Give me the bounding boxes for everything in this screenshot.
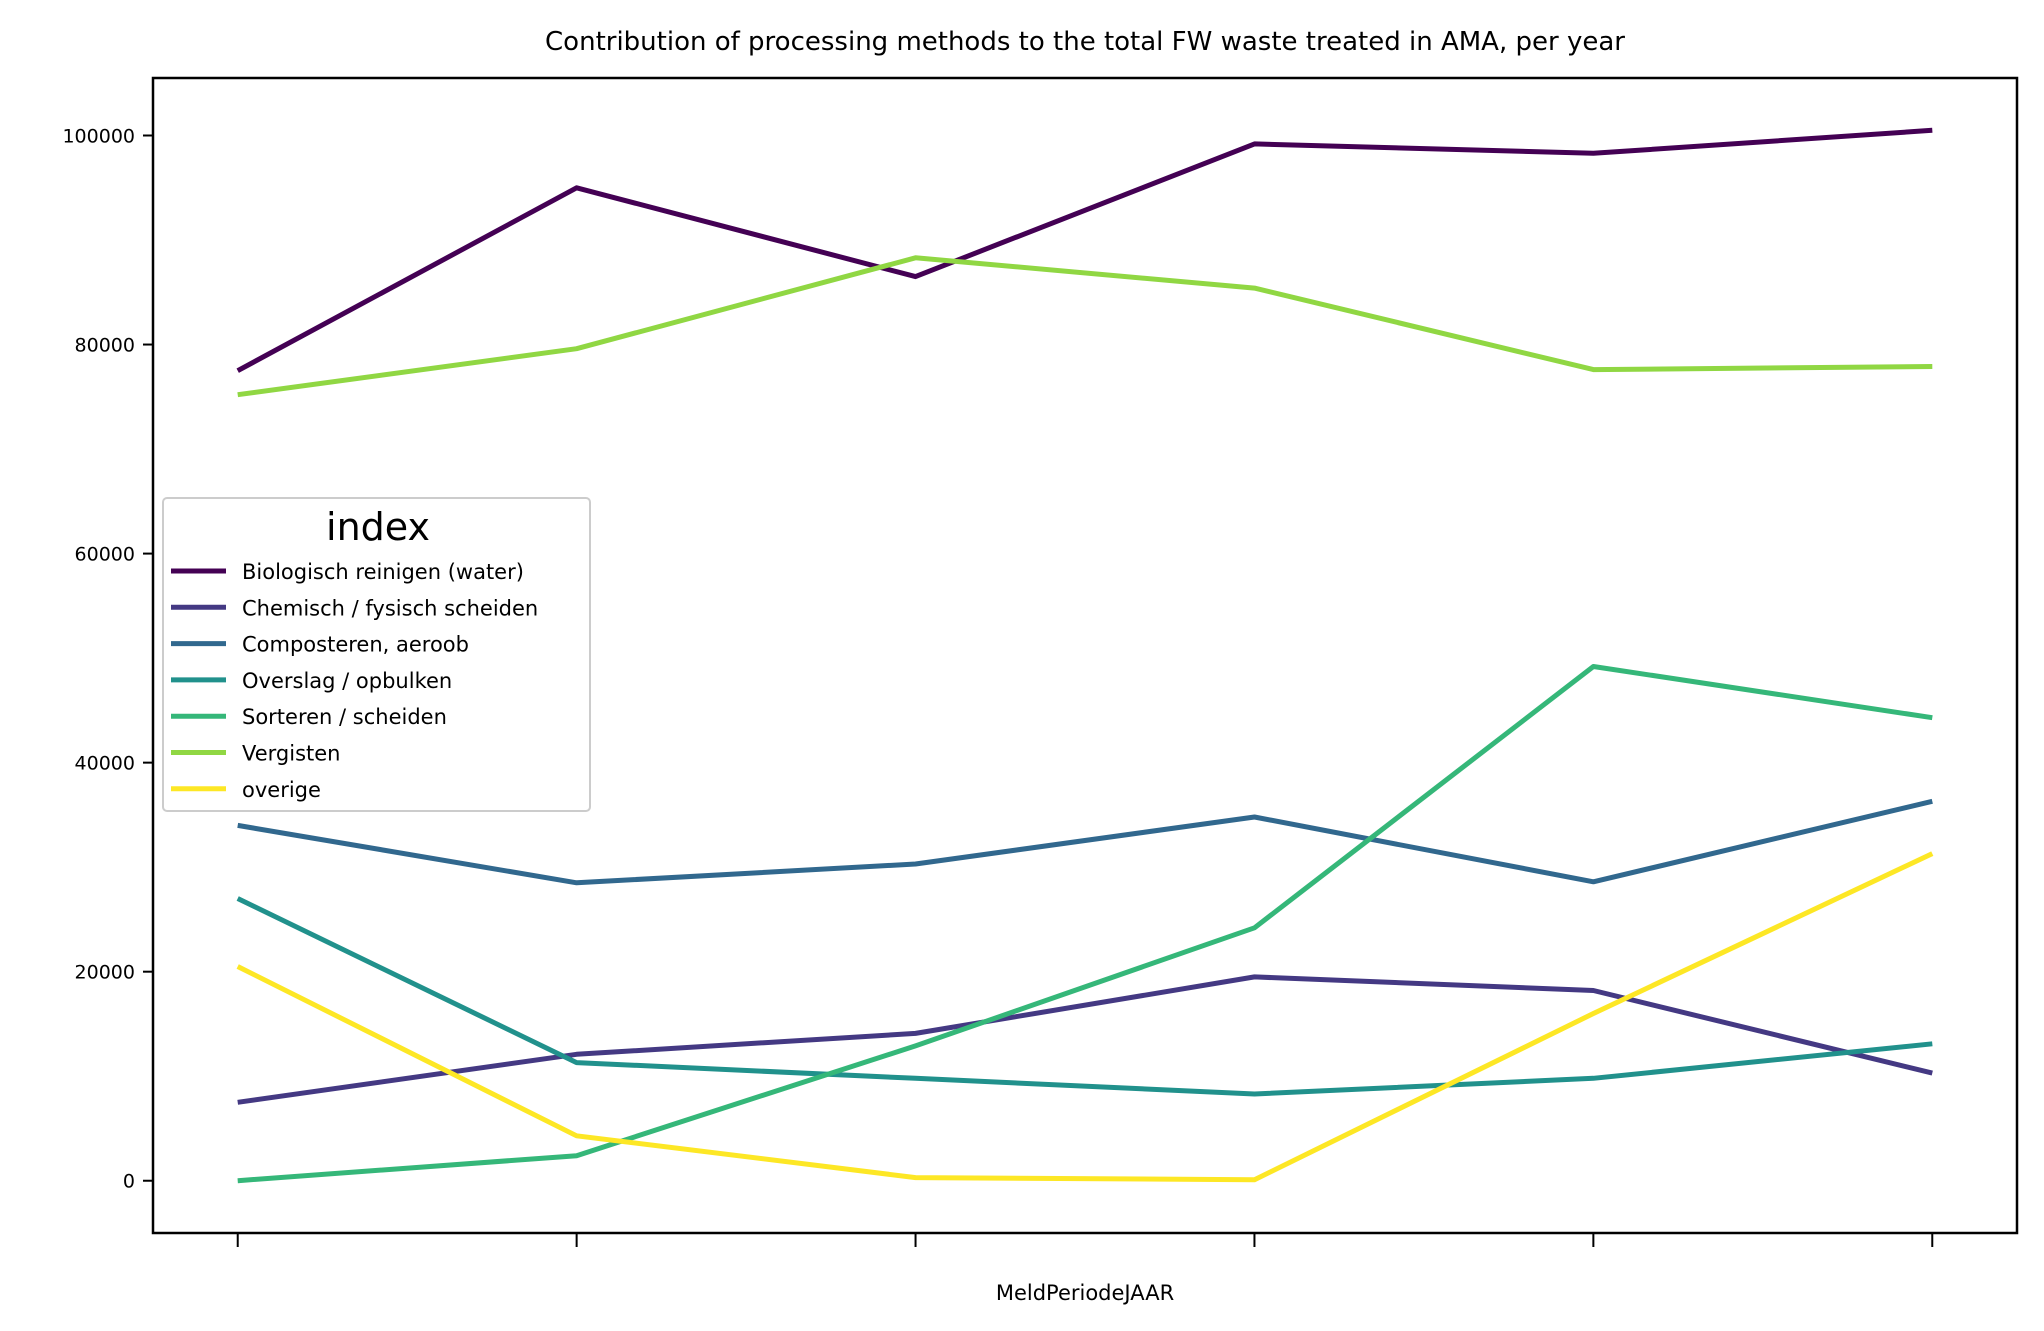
y-tick-label: 100000 — [62, 125, 135, 147]
series-line-composteren-aeroob — [237, 798, 1933, 886]
series-line-overige — [236, 851, 1934, 1183]
legend-label: Biologisch reinigen (water) — [242, 560, 524, 584]
legend-label: Overslag / opbulken — [242, 669, 452, 693]
series-line-biologisch-reinigen-water — [236, 127, 1933, 373]
legend-label: Vergisten — [242, 742, 341, 766]
series-line-sorteren-scheiden — [237, 664, 1933, 1184]
plot-area-frame — [151, 76, 2019, 1235]
y-tick-label: 0 — [123, 1171, 135, 1193]
legend-entries: Biologisch reinigen (water) Chemisch / fy… — [171, 560, 538, 802]
legend-label: Chemisch / fysisch scheiden — [242, 596, 538, 620]
legend-label: Composteren, aeroob — [242, 633, 469, 657]
x-axis-label: MeldPeriodeJAAR — [996, 1281, 1174, 1305]
series-line-chemisch-fysisch-scheiden — [237, 974, 1933, 1105]
y-tick-label: 40000 — [75, 753, 135, 775]
legend-label: Sorteren / scheiden — [242, 705, 447, 729]
x-axis — [236, 1233, 1934, 1247]
legend: index Biologisch reinigen (water) Chemisc… — [162, 497, 591, 812]
y-axis: 0 20000 40000 60000 80000 100000 — [62, 125, 153, 1193]
y-tick-label: 20000 — [75, 962, 135, 984]
y-tick-label: 80000 — [75, 335, 135, 357]
chart-title: Contribution of processing methods to th… — [545, 27, 1625, 57]
series-line-vergisten — [237, 255, 1933, 398]
legend-box — [162, 497, 591, 812]
legend-label: overige — [242, 778, 321, 802]
series-line-overslag-opbulken — [236, 896, 1933, 1097]
series-lines — [236, 127, 1934, 1184]
y-tick-label: 60000 — [75, 544, 135, 566]
legend-title: index — [326, 505, 430, 549]
